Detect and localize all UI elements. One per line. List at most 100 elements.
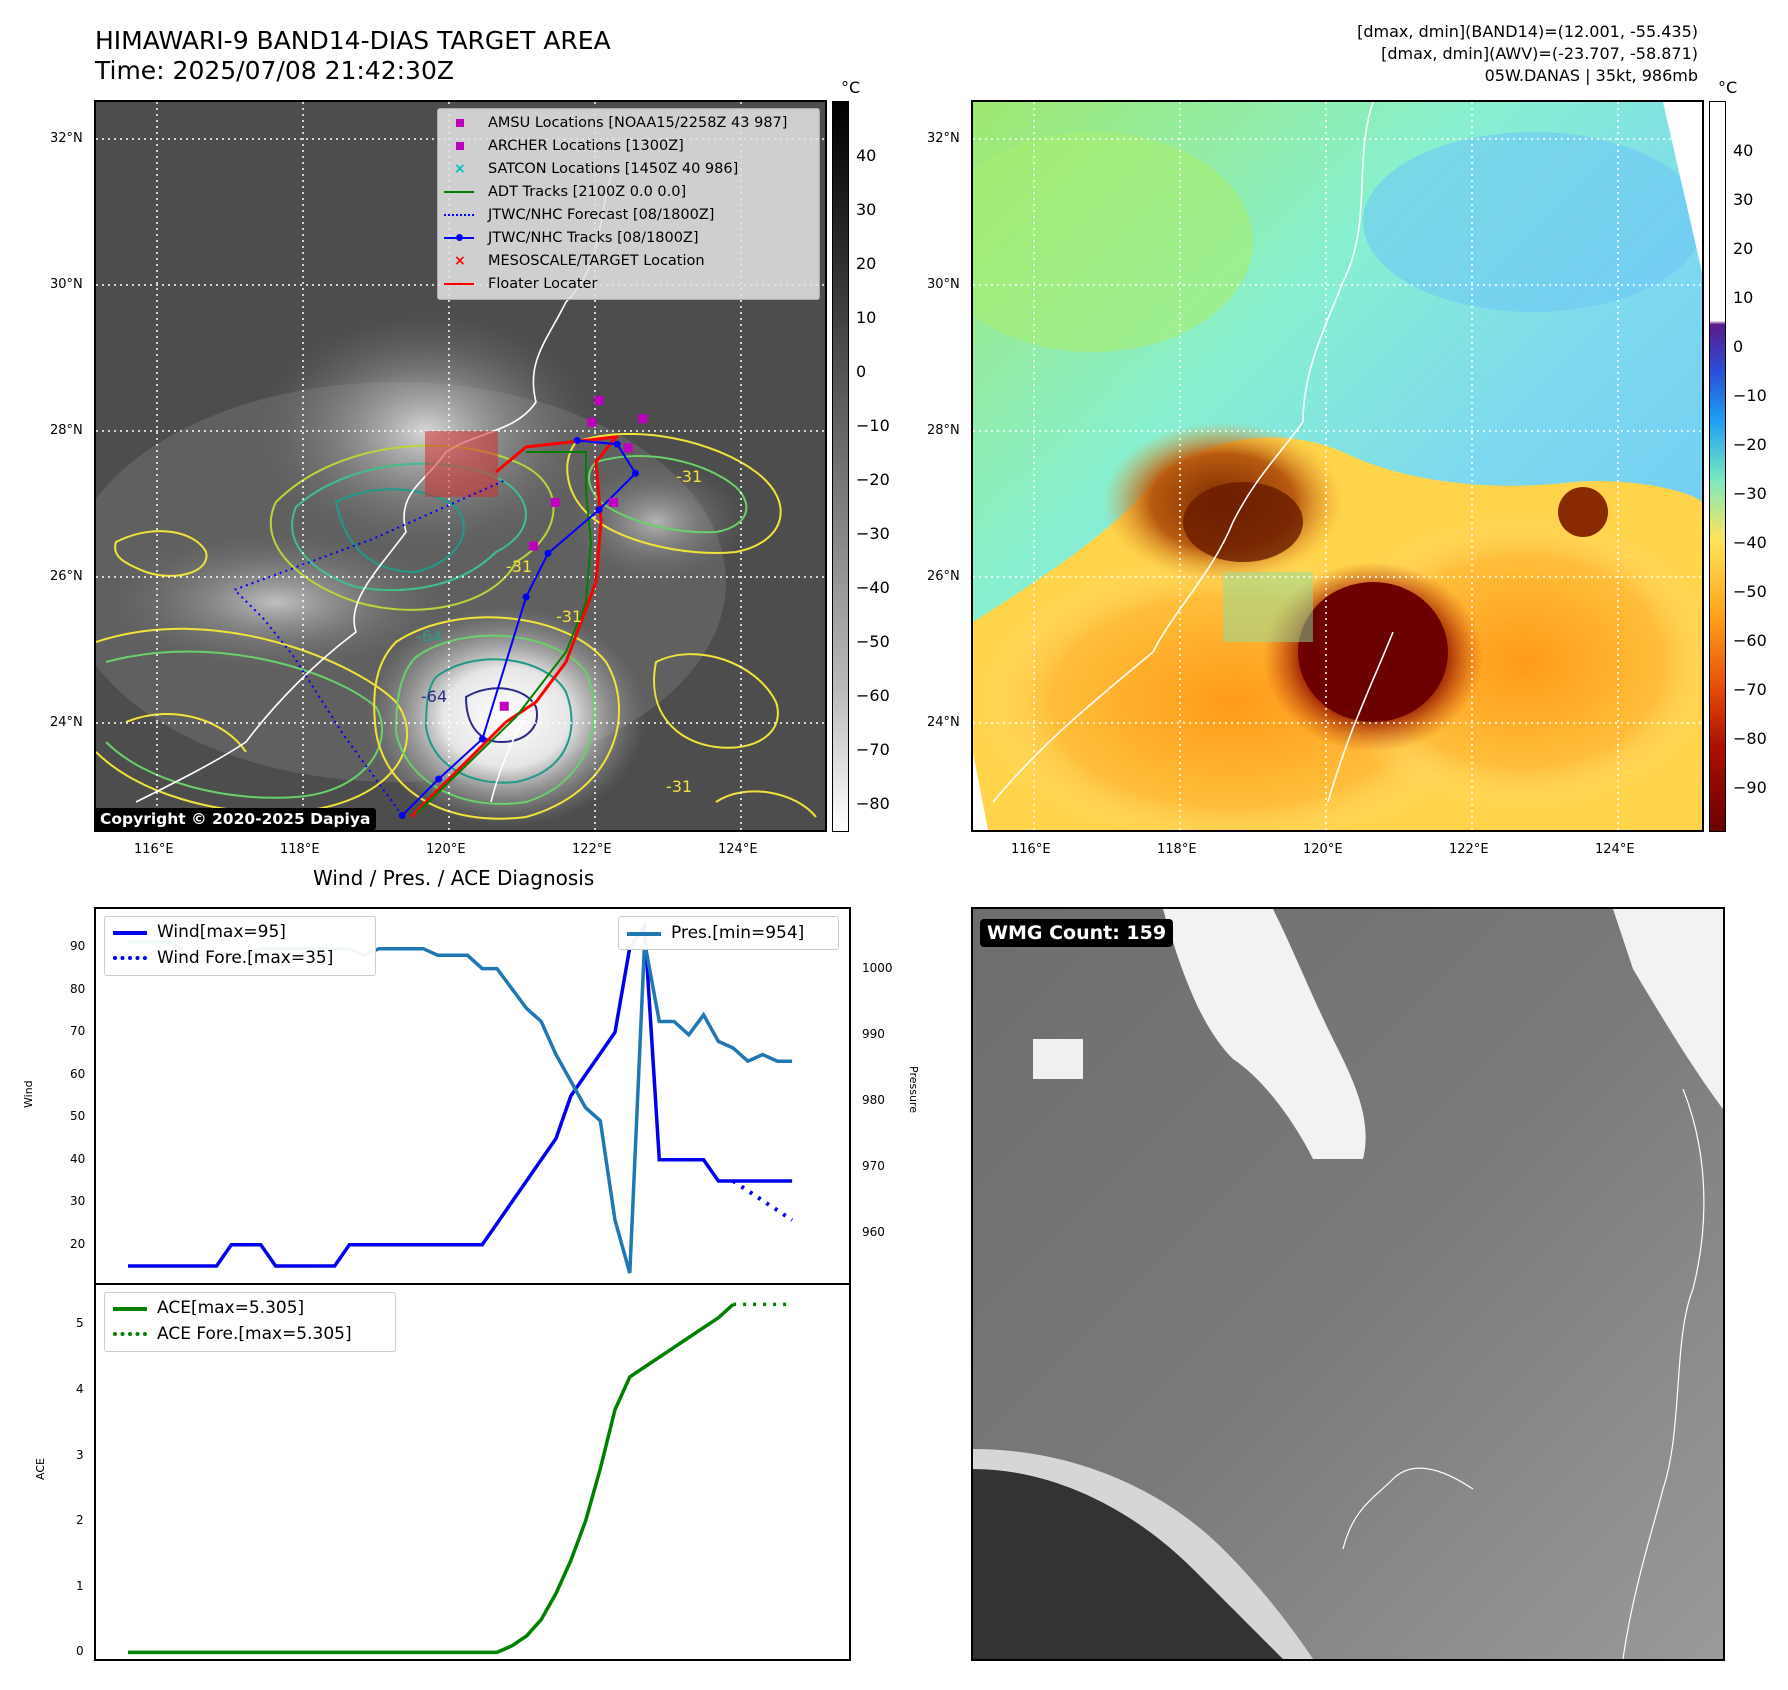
track-point — [613, 440, 621, 448]
series-line-1 — [731, 1179, 794, 1222]
wv-gridlines — [973, 102, 1702, 830]
chart-title: HIMAWARI-9 BAND14-DIAS TARGET AREA — [95, 26, 611, 55]
ir-cbar-unit: °C — [841, 78, 861, 97]
amsu-marker — [550, 497, 560, 507]
ace-tick: 2 — [76, 1513, 84, 1528]
square-marker-icon — [456, 142, 464, 150]
pres-tick: 990 — [862, 1026, 885, 1041]
lat-tick: 30°N — [50, 277, 83, 292]
wind-tick: 50 — [70, 1109, 86, 1124]
wmg-dark-region — [973, 1469, 1283, 1659]
ace-tick: 4 — [76, 1381, 84, 1396]
legend-item: ADT Tracks [2100Z 0.0 0.0] — [438, 181, 819, 203]
wind-tick: 70 — [70, 1024, 86, 1039]
track-point — [595, 506, 603, 514]
wind-tick: 60 — [70, 1066, 86, 1081]
lon-tick: 124°E — [718, 842, 758, 857]
lat-tick: 32°N — [927, 131, 960, 146]
wv-colorbar — [1709, 101, 1726, 832]
copyright-badge: Copyright © 2020-2025 Dapiya — [94, 808, 377, 830]
lat-tick: 26°N — [927, 569, 960, 584]
ace-tick: 0 — [76, 1644, 84, 1659]
info-band14: [dmax, dmin](BAND14)=(12.001, -55.435) — [1357, 22, 1698, 41]
pres-tick: 970 — [862, 1159, 885, 1174]
lon-tick: 120°E — [1303, 842, 1343, 857]
lon-tick: 124°E — [1595, 842, 1635, 857]
ace-legend: ACE[max=5.305] ACE Fore.[max=5.305] — [104, 1292, 396, 1352]
wv-map-panel — [971, 100, 1704, 832]
x-marker-icon: × — [454, 253, 466, 269]
ir-map-panel: -31 -31 -64 -31 -64 -31 — [94, 100, 827, 832]
dotted-line-icon — [113, 1332, 147, 1336]
ace-tick: 5 — [76, 1316, 84, 1331]
square-marker-icon — [456, 119, 464, 127]
track-point — [435, 775, 443, 783]
contour-label: -64 — [416, 627, 442, 646]
line-marker-icon — [444, 191, 474, 193]
wind-tick: 20 — [70, 1236, 86, 1251]
wv-cbar-unit: °C — [1718, 78, 1738, 97]
amsu-marker — [638, 414, 648, 424]
track-point — [522, 593, 530, 601]
legend-item: Floater Locater — [438, 273, 819, 295]
lat-tick: 24°N — [927, 715, 960, 730]
lat-tick: 30°N — [927, 277, 960, 292]
legend-item: ARCHER Locations [1300Z] — [438, 135, 819, 157]
pres-tick: 980 — [862, 1092, 885, 1107]
adt-track-line — [415, 451, 593, 815]
pres-tick: 960 — [862, 1225, 885, 1240]
contour-label: -31 — [676, 467, 702, 486]
floater-box — [425, 431, 498, 497]
ace-series-0 — [128, 1303, 735, 1655]
ir-contours — [96, 432, 817, 820]
wv-coastline — [992, 102, 1374, 803]
jtwc-forecast-line — [232, 479, 505, 816]
jtwc-track-points — [398, 437, 639, 819]
wmg-bright-region — [1163, 909, 1366, 1159]
lat-tick: 28°N — [927, 423, 960, 438]
wmg-coastline — [1622, 1088, 1705, 1659]
contour-label: -31 — [666, 777, 692, 796]
chart-time: Time: 2025/07/08 21:42:30Z — [95, 56, 454, 85]
line-marker-icon — [444, 283, 474, 285]
wv-nodata-wedge — [1663, 102, 1702, 272]
amsu-marker — [609, 497, 619, 507]
amsu-marker — [587, 417, 597, 427]
track-point — [398, 811, 406, 819]
legend-item: × MESOSCALE/TARGET Location — [438, 250, 819, 272]
lon-tick: 122°E — [1449, 842, 1489, 857]
lat-tick: 24°N — [50, 715, 83, 730]
ace-tick: 3 — [76, 1447, 84, 1462]
track-point — [631, 469, 639, 477]
info-storm: 05W.DANAS | 35kt, 986mb — [1484, 66, 1698, 85]
series-line-2 — [128, 940, 793, 1274]
line-marker-icon — [113, 931, 147, 935]
ace-tick: 1 — [76, 1578, 84, 1593]
amsu-marker — [499, 701, 509, 711]
wmg-count-badge: WMG Count: 159 — [980, 919, 1174, 947]
amsu-marker — [528, 541, 538, 551]
wmg-panel — [971, 907, 1725, 1661]
wind-tick: 40 — [70, 1151, 86, 1166]
pres-ylabel: Pressure — [907, 1066, 920, 1113]
ir-coastline — [135, 161, 617, 803]
contour-label: -64 — [421, 687, 447, 706]
wind-panel-title: Wind / Pres. / ACE Diagnosis — [313, 866, 595, 890]
ir-map-image: -31 -31 -64 -31 -64 -31 — [96, 102, 825, 830]
legend-item: × SATCON Locations [1450Z 40 986] — [438, 158, 819, 180]
track-point — [478, 735, 486, 743]
dotted-line-icon — [444, 214, 474, 216]
lat-tick: 28°N — [50, 423, 83, 438]
series-line-0 — [128, 920, 793, 1268]
wind-legend: Wind[max=95] Wind Fore.[max=35] — [104, 916, 376, 976]
line-marker-icon — [113, 1307, 147, 1311]
line-marker-icon — [627, 932, 661, 936]
lon-tick: 122°E — [572, 842, 612, 857]
ace-plot — [128, 1302, 793, 1655]
lon-tick: 120°E — [426, 842, 466, 857]
amsu-marker — [594, 395, 604, 405]
ace-panel — [94, 1283, 851, 1661]
ace-ylabel: ACE — [34, 1458, 47, 1480]
track-point — [544, 549, 552, 557]
pres-tick: 1000 — [862, 960, 893, 975]
